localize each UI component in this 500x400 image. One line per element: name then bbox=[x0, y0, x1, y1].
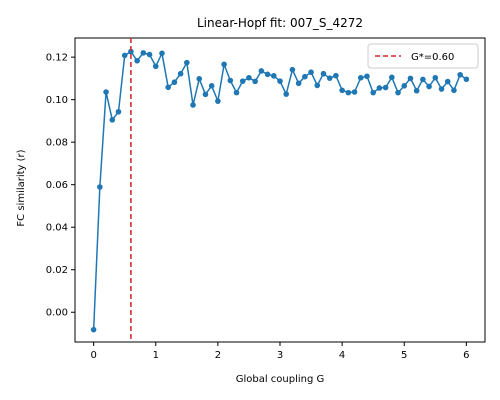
data-point bbox=[413, 87, 420, 94]
plot-area: 0 1 2 3 4 5 6 0.00 0.02 0.04 0.06 0.08 0.10 0.12 bbox=[46, 37, 486, 361]
data-point bbox=[109, 117, 116, 123]
data-point bbox=[302, 73, 308, 80]
data-point bbox=[121, 52, 128, 59]
data-point bbox=[233, 89, 240, 96]
data-point bbox=[444, 78, 451, 85]
series-line bbox=[92, 50, 467, 330]
data-point bbox=[146, 51, 153, 58]
data-point bbox=[215, 98, 221, 104]
data-point bbox=[165, 84, 171, 91]
data-point bbox=[140, 50, 147, 56]
data-point bbox=[252, 78, 258, 85]
data-point bbox=[184, 59, 190, 66]
data-point bbox=[401, 83, 408, 89]
data-point bbox=[103, 89, 109, 95]
data-point bbox=[438, 86, 445, 92]
data-point bbox=[90, 326, 97, 333]
data-point bbox=[289, 66, 296, 73]
data-point bbox=[196, 76, 203, 82]
data-point bbox=[457, 71, 463, 78]
data-point bbox=[326, 75, 333, 81]
x-tick-label: 5 bbox=[401, 350, 407, 361]
data-point bbox=[239, 78, 246, 84]
data-point bbox=[426, 83, 432, 90]
data-point bbox=[264, 71, 271, 78]
legend-label-reference-line: G*=0.60 bbox=[411, 52, 454, 63]
data-point bbox=[376, 85, 383, 91]
x-tick-label: 1 bbox=[153, 350, 159, 361]
y-tick-label: 0.04 bbox=[46, 223, 68, 234]
data-point bbox=[134, 57, 140, 64]
chart-title: Linear-Hopf fit: 007_S_4272 bbox=[197, 16, 363, 30]
data-point bbox=[246, 74, 252, 81]
x-tick-label: 4 bbox=[339, 350, 345, 361]
y-tick-label: 0.00 bbox=[46, 308, 68, 319]
data-point bbox=[395, 89, 401, 96]
data-point bbox=[308, 69, 314, 76]
legend-box bbox=[367, 43, 479, 69]
data-point bbox=[152, 63, 159, 70]
x-tick-label: 3 bbox=[277, 350, 283, 361]
data-point bbox=[277, 78, 283, 84]
data-point bbox=[389, 74, 395, 81]
data-point bbox=[333, 72, 339, 79]
y-tick-label: 0.10 bbox=[46, 95, 68, 106]
data-point bbox=[463, 76, 470, 83]
legend: G*=0.60 bbox=[367, 43, 479, 69]
data-point bbox=[97, 184, 103, 190]
data-point bbox=[283, 91, 290, 97]
x-tick-label: 2 bbox=[215, 350, 221, 361]
y-tick-label: 0.08 bbox=[46, 138, 68, 149]
data-point bbox=[451, 87, 457, 94]
data-point bbox=[177, 70, 184, 77]
data-point bbox=[364, 73, 370, 80]
data-point bbox=[208, 83, 215, 89]
x-tick-label: 6 bbox=[463, 350, 469, 361]
data-point bbox=[115, 108, 122, 115]
data-point bbox=[314, 82, 321, 89]
data-point bbox=[227, 77, 234, 84]
data-point bbox=[351, 89, 358, 95]
data-point bbox=[128, 48, 134, 55]
data-point bbox=[320, 70, 327, 77]
data-point bbox=[190, 102, 196, 108]
y-tick-label: 0.06 bbox=[46, 180, 68, 191]
data-point bbox=[202, 91, 209, 98]
data-point bbox=[295, 80, 302, 87]
x-tick-label: 0 bbox=[90, 350, 96, 361]
data-point bbox=[407, 75, 414, 82]
data-point bbox=[339, 87, 345, 94]
data-point bbox=[159, 50, 165, 57]
data-point bbox=[258, 68, 265, 74]
data-point bbox=[270, 73, 277, 79]
y-tick-label: 0.02 bbox=[46, 265, 68, 276]
data-point bbox=[357, 74, 364, 81]
y-axis-label: FC similarity (r) bbox=[16, 149, 27, 226]
data-point bbox=[382, 84, 389, 91]
data-point bbox=[221, 61, 227, 68]
data-point bbox=[171, 79, 178, 86]
y-tick-label: 0.12 bbox=[46, 53, 68, 64]
data-point bbox=[345, 89, 352, 96]
data-point bbox=[370, 89, 376, 96]
data-point bbox=[432, 74, 439, 81]
x-axis-label: Global coupling G bbox=[236, 374, 325, 385]
data-point bbox=[420, 76, 426, 83]
